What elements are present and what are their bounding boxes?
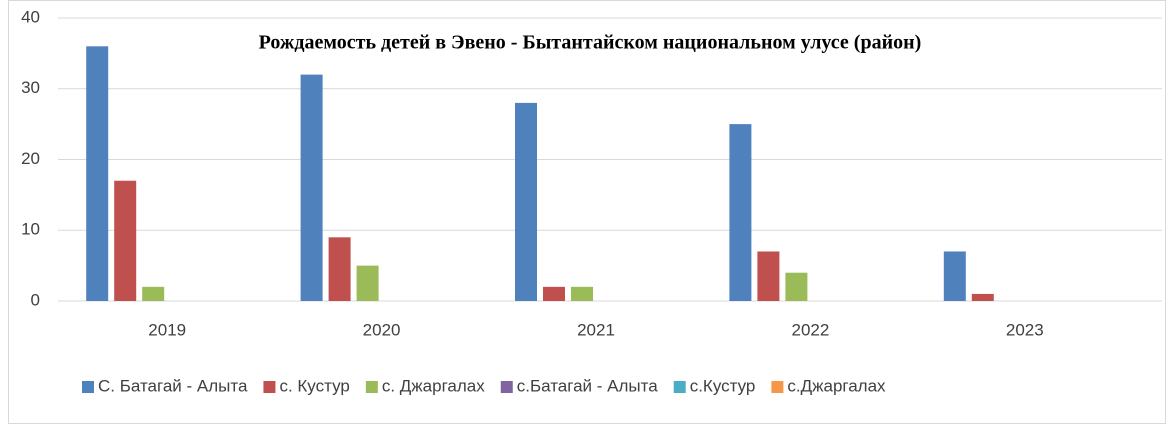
legend-swatch (500, 381, 513, 393)
y-tick-label: 0 (31, 290, 40, 309)
x-tick-label: 2022 (791, 320, 829, 339)
bar (328, 237, 351, 301)
legend-label: с. Кустур (279, 376, 349, 395)
x-tick-label: 2021 (577, 320, 615, 339)
chart-border (8, 0, 1166, 424)
legend-swatch (771, 381, 784, 393)
y-tick-label: 20 (21, 149, 40, 168)
legend-label: с.Кустур (690, 376, 756, 395)
legend-swatch (673, 381, 686, 393)
bar (142, 286, 165, 301)
legend-label: с.Джаргалах (787, 376, 886, 395)
bar (785, 272, 808, 301)
x-tick-label: 2019 (148, 320, 186, 339)
legend-swatch (263, 381, 276, 393)
legend-label: С. Батагай - Алыта (98, 376, 248, 395)
bar (971, 293, 994, 301)
bar (515, 102, 537, 302)
x-tick-label: 2020 (363, 320, 401, 339)
bar (86, 46, 109, 301)
bar (571, 286, 593, 301)
y-tick-label: 40 (21, 7, 40, 26)
chart-title: Рождаемость детей в Эвено - Бытантайском… (259, 32, 922, 54)
bar (543, 286, 565, 301)
y-tick-label: 10 (21, 220, 40, 239)
bar (356, 265, 379, 301)
y-tick-label: 30 (21, 78, 40, 97)
bar (729, 124, 752, 301)
legend-label: с. Джаргалах (382, 376, 485, 395)
x-tick-label: 2023 (1006, 320, 1044, 339)
legend-label: с.Батагай - Алыта (517, 376, 658, 395)
bar (300, 74, 323, 301)
bar (943, 251, 966, 301)
legend-swatch (82, 381, 94, 393)
bar (757, 251, 780, 301)
legend-swatch (365, 381, 378, 393)
bar (114, 180, 137, 301)
